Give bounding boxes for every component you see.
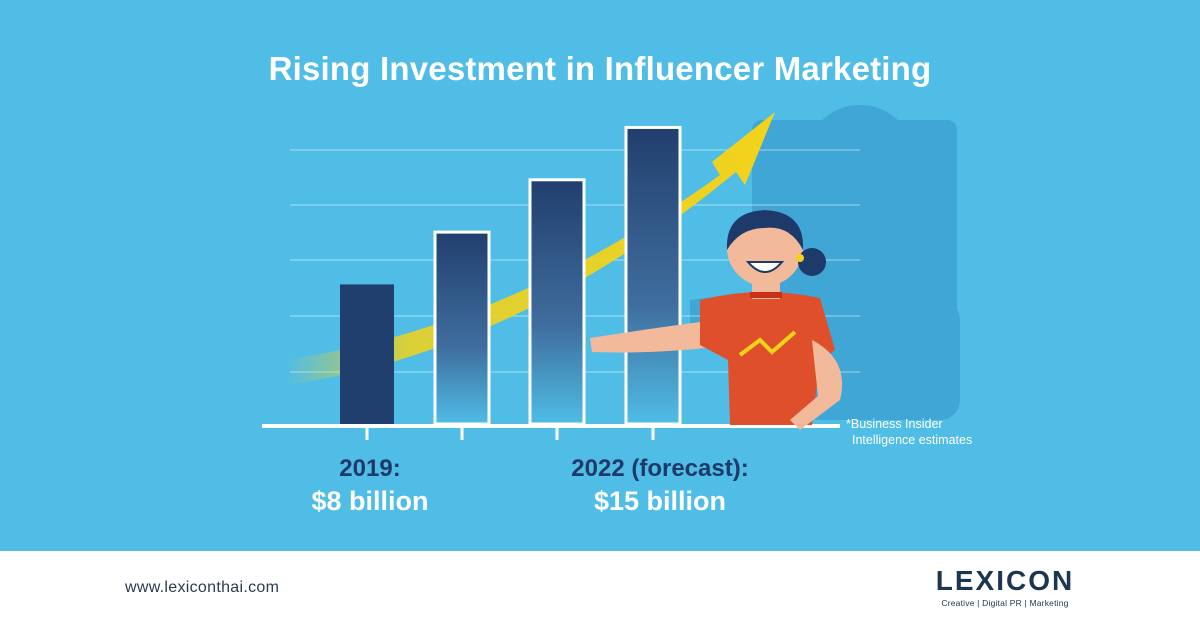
bar-2019	[340, 284, 394, 424]
callout-2019: 2019: $8 billion	[290, 454, 450, 518]
callout-2022-value: $15 billion	[593, 486, 727, 516]
lexicon-logo: LEXICON Creative | Digital PR | Marketin…	[930, 565, 1080, 609]
trend-arrow	[285, 112, 775, 385]
chart-title: Rising Investment in Influencer Marketin…	[268, 50, 932, 87]
bar-2020	[433, 230, 491, 426]
callout-2019-label: 2019:	[339, 455, 401, 482]
x-ticks	[365, 428, 655, 440]
bar-2021	[528, 178, 586, 426]
chart-banner: Rising Investment in Influencer Marketin…	[0, 0, 1200, 551]
bar-2022	[624, 125, 682, 426]
logo-tagline: Creative | Digital PR | Marketing	[941, 598, 1069, 608]
footnote-line1: *Business Insider	[846, 417, 943, 431]
callout-2022-label: 2022 (forecast):	[571, 455, 749, 482]
chart-plot	[262, 105, 960, 440]
source-footnote: *Business Insider Intelligence estimates	[846, 416, 972, 448]
website-link[interactable]: www.lexiconthai.com	[125, 579, 280, 596]
presenter-illustration	[590, 210, 843, 430]
callout-2019-value: $8 billion	[311, 486, 429, 516]
bars	[340, 125, 682, 426]
footnote-line2: Intelligence estimates	[852, 433, 973, 447]
logo-wordmark: LEXICON	[935, 565, 1075, 596]
callout-2022: 2022 (forecast): $15 billion	[540, 454, 780, 518]
footer: www.lexiconthai.com LEXICON Creative | D…	[0, 551, 1200, 628]
